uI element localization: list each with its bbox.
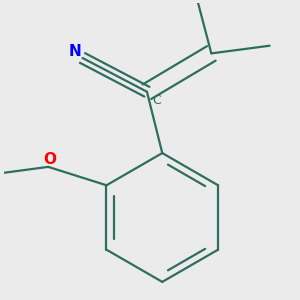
Text: O: O bbox=[43, 152, 56, 167]
Text: N: N bbox=[68, 44, 81, 59]
Text: C: C bbox=[152, 94, 161, 107]
